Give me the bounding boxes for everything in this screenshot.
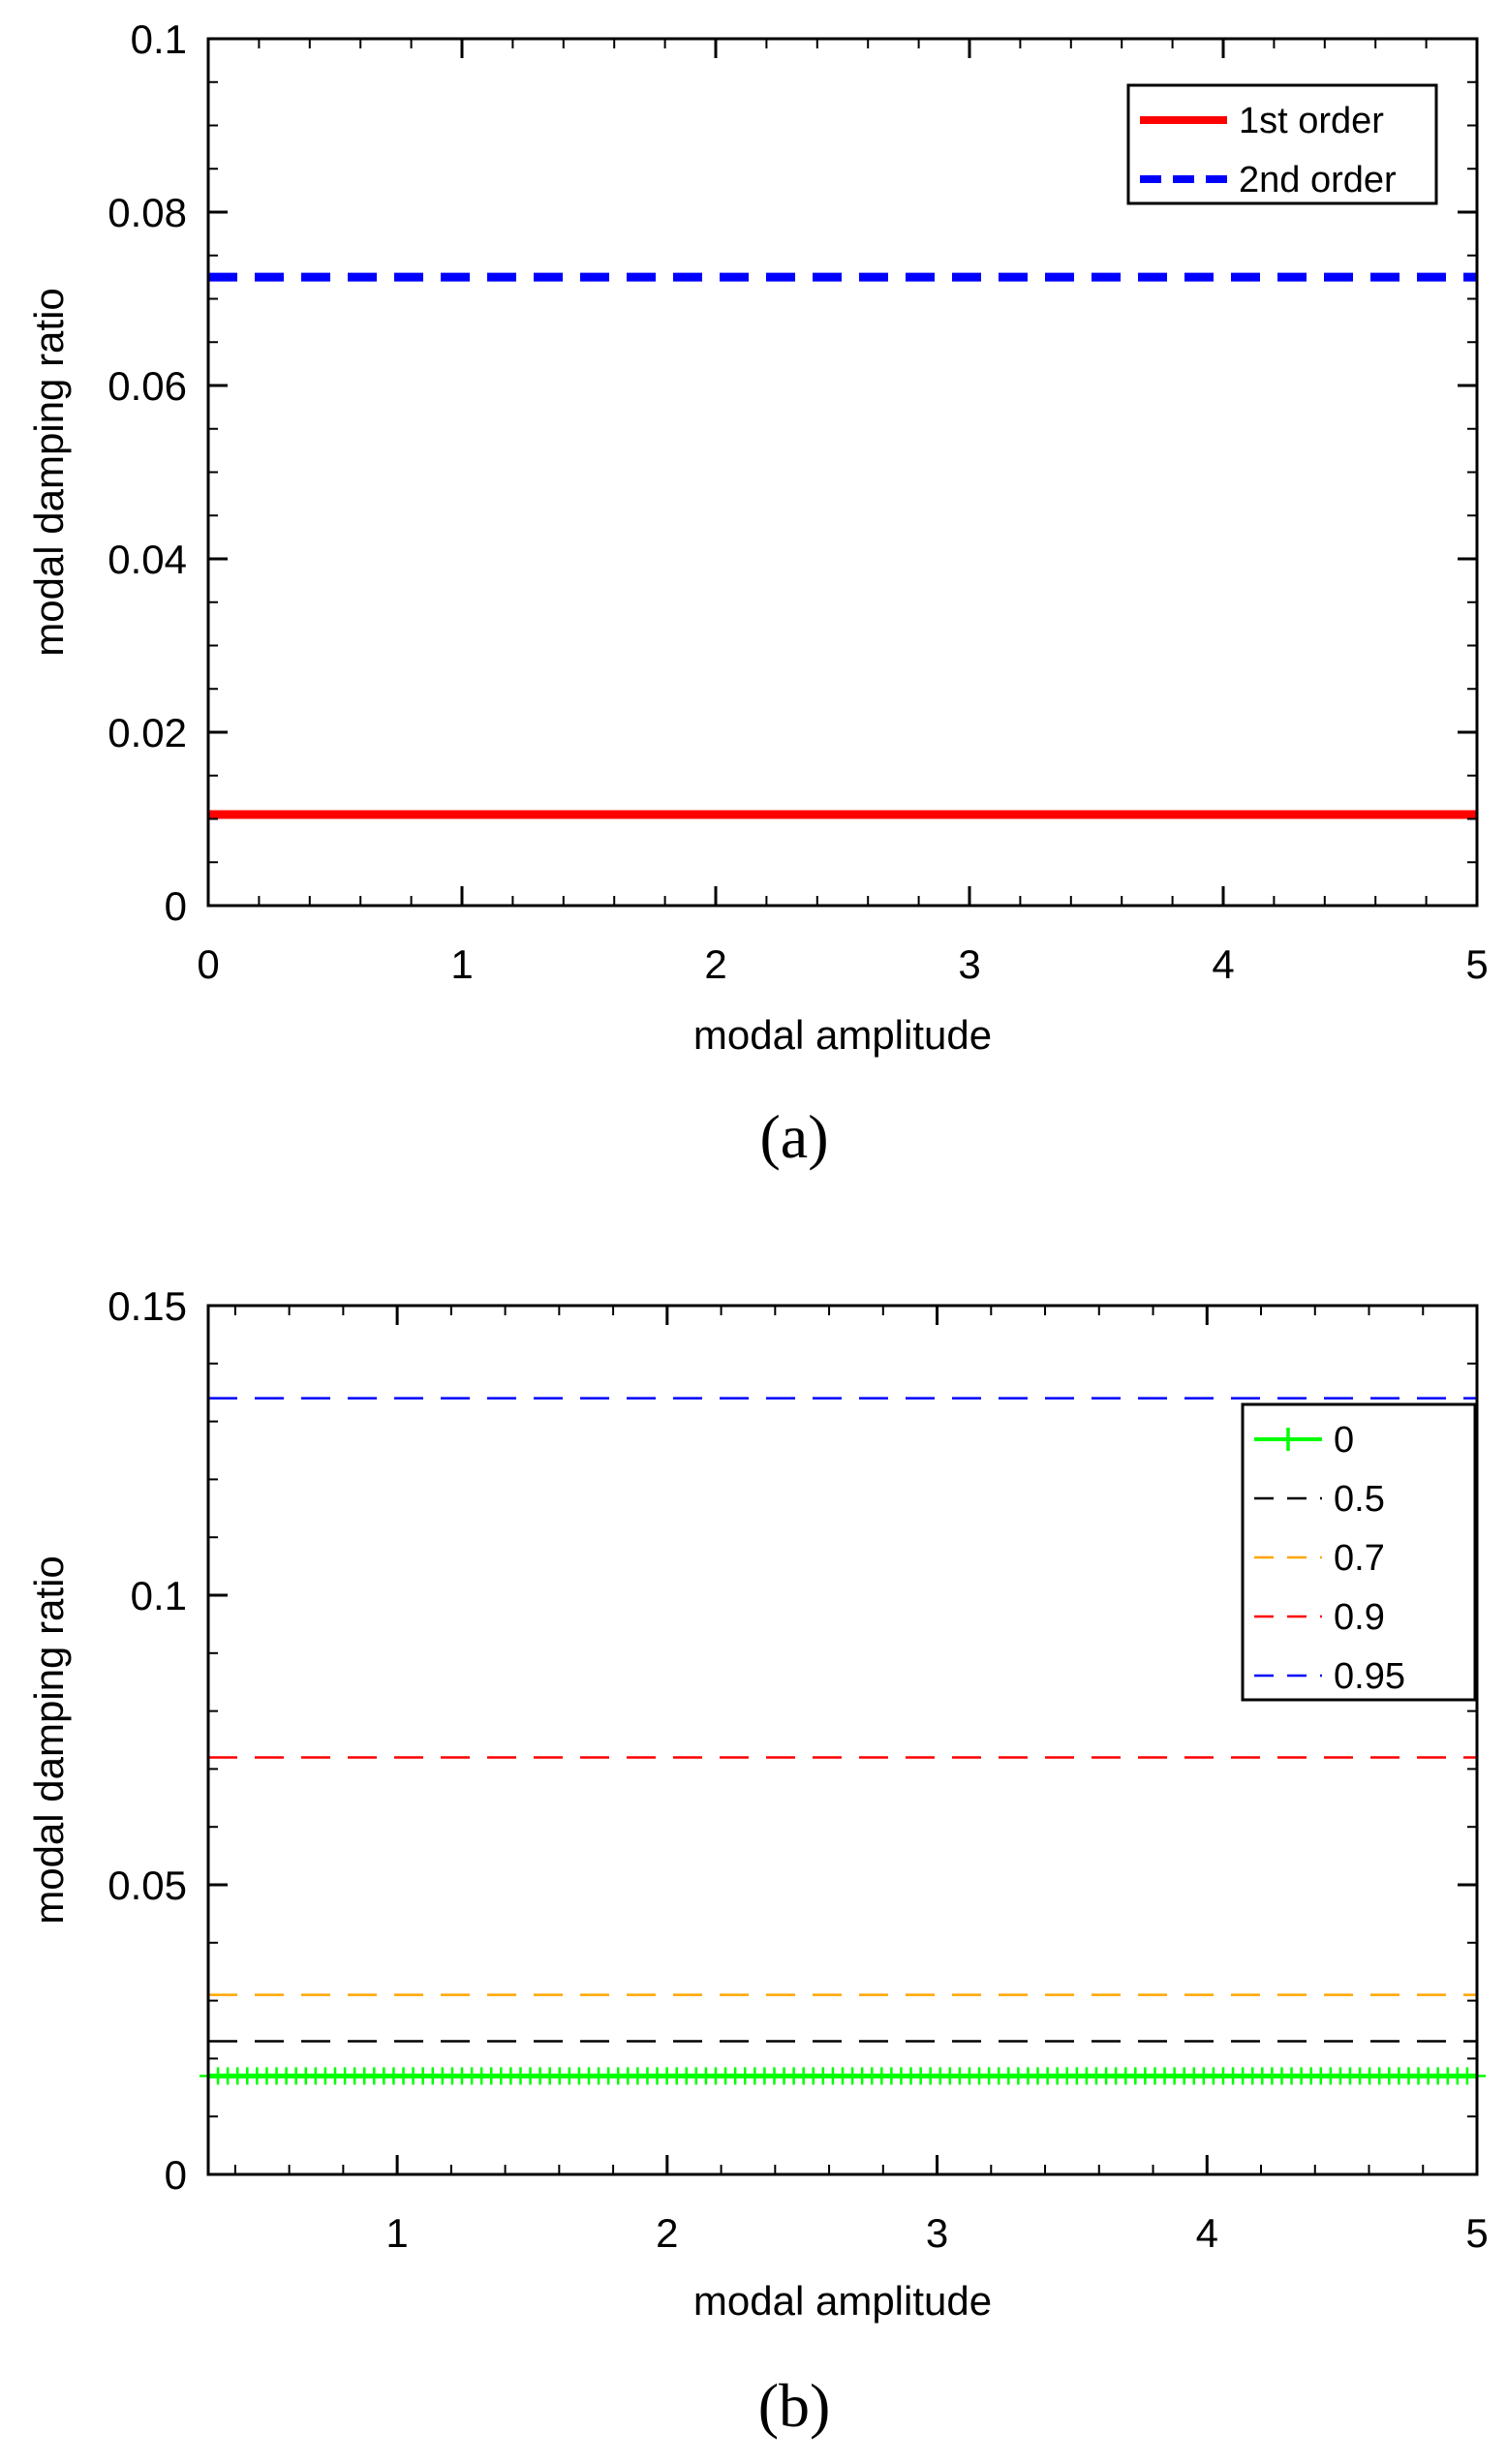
legend-plus-marker xyxy=(1276,1428,1300,1451)
y-tick-label: 0.15 xyxy=(108,1283,187,1329)
plot-border xyxy=(206,1304,1479,2176)
chart-panel-b: 1 2 3 4 5 0 0.05 0.1 0.15 modal amplitude modal da… xyxy=(26,1283,1489,2440)
y-tick-label: 0.05 xyxy=(108,1863,187,1908)
y-tick-label: 0.08 xyxy=(108,190,187,235)
y-tick-label: 0 xyxy=(165,883,187,929)
x-axis-label: modal amplitude xyxy=(693,2278,992,2324)
x-tick-label: 2 xyxy=(704,941,726,987)
x-tick-label: 0 xyxy=(197,941,219,987)
chart-panel-a: 0 1 2 3 4 5 0 0.02 0.04 0.06 0.08 0.1 modal amplitud… xyxy=(26,16,1489,1171)
y-tick-label: 0.06 xyxy=(108,363,187,409)
y-tick-label: 0 xyxy=(165,2152,187,2198)
x-tick-label: 4 xyxy=(1212,941,1234,987)
legend-label: 0.7 xyxy=(1334,1538,1385,1579)
x-tick-label: 3 xyxy=(926,2210,948,2256)
legend-label: 2nd order xyxy=(1239,160,1397,200)
legend: 0 0.5 0.7 0.9 0.95 xyxy=(1241,1402,1477,1702)
legend: 1st order 2nd order xyxy=(1126,83,1438,205)
y-tick-label: 0.1 xyxy=(131,16,187,62)
legend-label: 0.95 xyxy=(1334,1656,1405,1697)
x-tick-label: 4 xyxy=(1196,2210,1218,2256)
legend-box xyxy=(1241,1402,1477,1702)
x-tick-label: 1 xyxy=(385,2210,408,2256)
legend-box xyxy=(1126,83,1438,205)
x-axis-label: modal amplitude xyxy=(693,1012,992,1058)
y-axis-label: modal damping ratio xyxy=(26,288,72,657)
y-tick-label: 0.02 xyxy=(108,710,187,755)
x-tick-label: 2 xyxy=(656,2210,678,2256)
x-tick-label: 5 xyxy=(1465,941,1488,987)
y-tick-label: 0.1 xyxy=(131,1573,187,1618)
panel-label: (b) xyxy=(758,2371,831,2440)
y-tick-label: 0.04 xyxy=(108,537,187,582)
y-axis-label: modal damping ratio xyxy=(26,1555,72,1925)
x-tick-label: 5 xyxy=(1465,2210,1488,2256)
panel-label: (a) xyxy=(759,1102,828,1171)
legend-label: 0 xyxy=(1334,1420,1354,1461)
x-tick-label: 3 xyxy=(958,941,980,987)
legend-label: 0.5 xyxy=(1334,1479,1385,1520)
x-tick-label: 1 xyxy=(450,941,473,987)
legend-label: 1st order xyxy=(1239,101,1384,141)
legend-label: 0.9 xyxy=(1334,1597,1385,1638)
